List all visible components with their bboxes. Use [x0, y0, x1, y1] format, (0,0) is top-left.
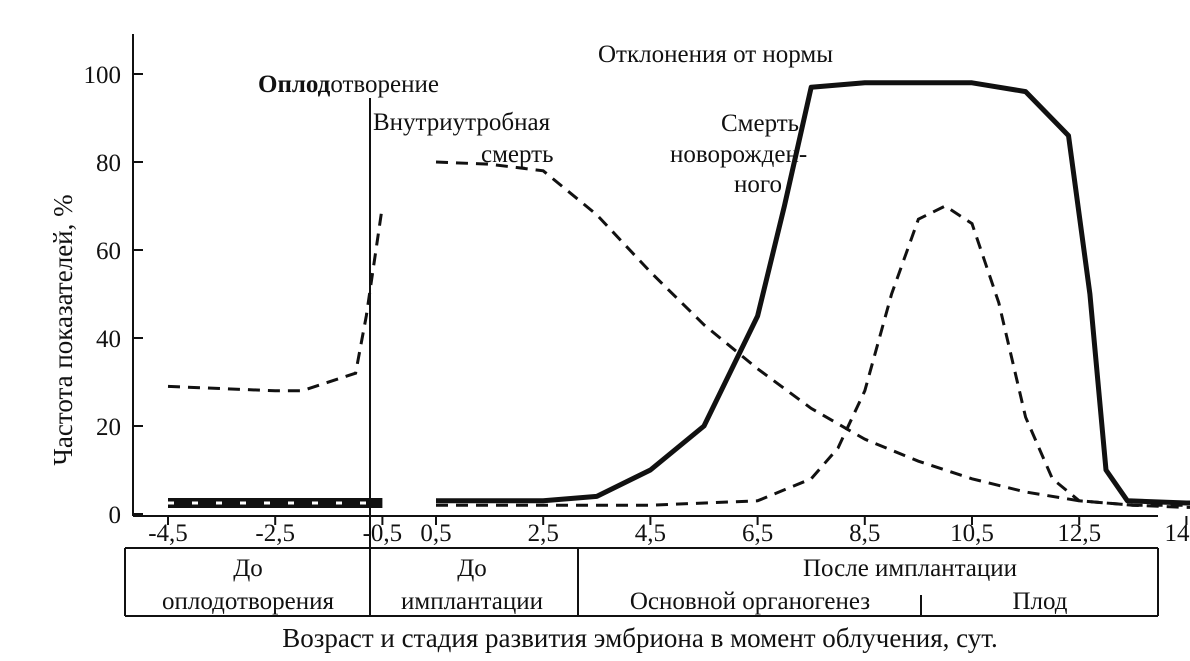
neonatal-death-label-line1: Смерть — [721, 110, 799, 137]
series-line-1 — [436, 80, 1190, 506]
stage-pre-fertilization-line1: До — [233, 555, 263, 582]
x-tick-label: 8,5 — [849, 520, 880, 547]
stage-organogenesis: Основной органогенез — [630, 588, 870, 615]
stage-post-implantation: После имплантации — [803, 555, 1017, 582]
stage-pre-fertilization-line2: оплодотворения — [162, 588, 334, 615]
x-tick-label: -2,5 — [255, 520, 295, 547]
x-tick-label: 0,5 — [420, 520, 451, 547]
x-tick-label: 14,5 — [1165, 520, 1190, 547]
x-tick-label: 10,5 — [950, 520, 994, 547]
y-tick-label: 60 — [96, 238, 121, 265]
fertilization-label: Оплодотворение — [258, 71, 439, 98]
stage-fetus: Плод — [1012, 588, 1067, 615]
y-tick-label: 40 — [96, 326, 121, 353]
stage-pre-implantation-line1: До — [457, 555, 487, 582]
fertilization-label-rest: отворение — [330, 71, 439, 98]
intrauterine-death-label-line2: смерть — [481, 141, 554, 168]
y-tick-label: 0 — [109, 502, 122, 529]
x-ticks: -4,5-2,5-0,50,52,54,56,58,510,512,514,51… — [148, 516, 1190, 547]
x-tick-label: 2,5 — [528, 520, 559, 547]
x-tick-label: 6,5 — [742, 520, 773, 547]
fertilization-label-bold: Оплод — [258, 71, 331, 98]
abnormalities-label: Отклонения от нормы — [598, 41, 833, 68]
x-tick-label: -0,5 — [363, 520, 403, 547]
y-axis-label: Частота показателей, % — [48, 194, 78, 465]
y-ticks: 0 20 40 60 80 100 — [84, 62, 143, 529]
y-tick-label: 100 — [84, 62, 122, 89]
neonatal-death-label-line3: ного — [734, 171, 782, 198]
x-tick-label: 4,5 — [635, 520, 666, 547]
x-tick-label: -4,5 — [148, 520, 188, 547]
series-layer — [167, 80, 1190, 509]
y-tick-label: 20 — [96, 414, 121, 441]
series-line-2-pre — [167, 205, 384, 393]
neonatal-death-label-line2: новорожден- — [670, 141, 807, 168]
x-axis-label: Возраст и стадия развития эмбриона в мом… — [282, 623, 998, 653]
series-line-3 — [436, 204, 1190, 507]
intrauterine-death-label-line1: Внутриутробная — [373, 109, 551, 136]
x-tick-label: 12,5 — [1057, 520, 1101, 547]
y-tick-label: 80 — [96, 150, 121, 177]
stage-pre-implantation-line2: имплантации — [401, 588, 543, 615]
